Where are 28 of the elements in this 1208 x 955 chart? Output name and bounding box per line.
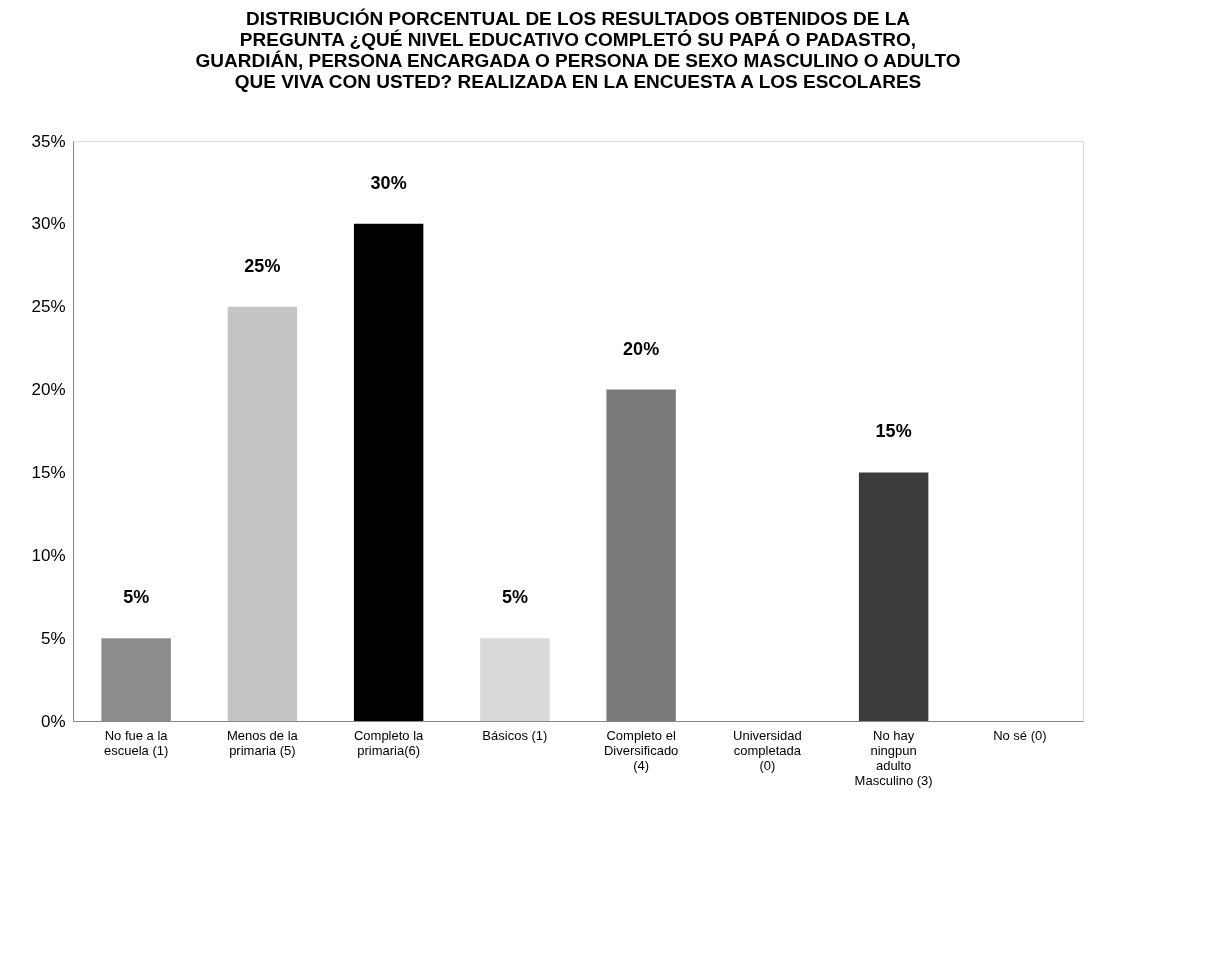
data-label: 5% xyxy=(501,587,528,608)
x-tick-label: No sé (0) xyxy=(993,727,1047,743)
x-tick-label: Completo el Diversificado (4) xyxy=(603,727,679,773)
data-label: 25% xyxy=(244,255,281,276)
y-tick-label: 30% xyxy=(31,214,66,234)
x-tick-label: Menos de la primaria (5) xyxy=(226,727,299,758)
y-tick-label: 10% xyxy=(31,545,66,565)
chart-title: DISTRIBUCIÓN PORCENTUAL DE LOS RESULTADOS OBTENIDOS DE LA PREGUNTA ¿QUÉ NIVEL EDUCATIVO COMPLETÓ SU PAPÁ O PADASTRO, GUARDIÁN, PERSONA ENCARGADA O PERSONA DE SEXO MASCULINO O ADULTO QUE VIVA CON USTED? REALIZADA EN LA ENCUESTA A LOS ESCOLARES xyxy=(195,8,961,92)
y-tick-label: 0% xyxy=(40,711,66,731)
x-tick-label: No fue a la escuela (1) xyxy=(103,727,169,758)
data-label: 20% xyxy=(623,338,660,359)
y-tick-label: 5% xyxy=(40,628,66,648)
bar xyxy=(227,306,298,721)
bar xyxy=(858,472,929,721)
y-tick-label: 15% xyxy=(31,462,66,482)
data-label: 15% xyxy=(875,421,912,442)
y-tick-label: 25% xyxy=(31,297,66,317)
data-label: 30% xyxy=(370,172,407,193)
y-tick-label: 35% xyxy=(31,131,66,151)
bar xyxy=(480,638,550,721)
bar xyxy=(606,389,676,721)
x-tick-label: Básicos (1) xyxy=(482,727,548,743)
x-tick-label: Universidad completada (0) xyxy=(733,727,802,773)
bar xyxy=(353,223,424,721)
y-tick-label: 20% xyxy=(31,380,66,400)
data-label: 5% xyxy=(123,587,150,608)
x-tick-label: No hay ningpun adulto Masculino (3) xyxy=(854,727,933,788)
x-tick-label: Completo la primaria(6) xyxy=(353,727,425,758)
